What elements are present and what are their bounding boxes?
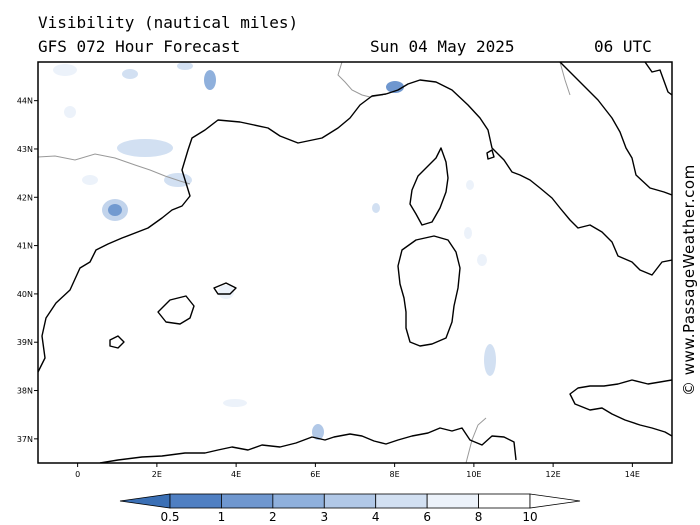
lon-tick-label: 10E xyxy=(466,470,481,479)
visibility-shading xyxy=(53,62,496,440)
lon-tick-label: 0 xyxy=(75,470,80,479)
visibility-patch xyxy=(484,344,496,376)
forecast-time: 06 UTC xyxy=(594,37,652,56)
colorbar-label: 1 xyxy=(218,510,226,524)
lat-tick-label: 37N xyxy=(17,435,33,444)
lat-tick-label: 38N xyxy=(17,387,33,396)
border-france-spain xyxy=(38,153,191,185)
islands xyxy=(109,147,495,349)
lon-tick-label: 12E xyxy=(546,470,561,479)
lat-tick-label: 42N xyxy=(17,193,33,202)
lon-tick-label: 4E xyxy=(231,470,241,479)
lon-tick-label: 8E xyxy=(390,470,400,479)
island-mallorca xyxy=(157,295,195,325)
colorbar-segment xyxy=(221,493,274,509)
colorbar-segment xyxy=(323,493,377,509)
island-menorca xyxy=(213,282,237,295)
visibility-patch xyxy=(372,203,380,213)
colorbar-label: 10 xyxy=(522,510,537,524)
visibility-patch xyxy=(102,199,128,221)
island-elba xyxy=(486,149,495,160)
colorbar-label: 0.5 xyxy=(160,510,179,524)
latitude-axis: 44N 43N 42N 41N 40N 39N 38N 37N xyxy=(17,97,38,444)
colorbar-label: 4 xyxy=(372,510,380,524)
lat-tick-label: 39N xyxy=(17,338,33,347)
visibility-patch xyxy=(386,81,404,93)
coastlines xyxy=(38,62,672,463)
visibility-patch xyxy=(466,180,474,190)
visibility-patch xyxy=(122,69,138,79)
country-borders xyxy=(38,62,571,463)
lat-tick-label: 40N xyxy=(17,290,33,299)
colorbar-segment xyxy=(272,493,325,509)
lon-tick-label: 2E xyxy=(152,470,162,479)
coast-italy-east xyxy=(559,62,672,196)
colorbar-label: 8 xyxy=(475,510,483,524)
forecast-label: GFS 072 Hour Forecast xyxy=(38,37,241,56)
visibility-patch xyxy=(82,175,98,185)
colorbar-low-arrow xyxy=(119,493,171,509)
longitude-axis: 0 2E 4E 6E 8E 10E 12E 14E xyxy=(75,463,640,479)
coast-croatia xyxy=(644,62,672,96)
coast-north-africa xyxy=(99,427,517,463)
map-content xyxy=(38,62,672,463)
colorbar-label: 2 xyxy=(269,510,277,524)
visibility-patch xyxy=(204,70,216,90)
colorbar-segment xyxy=(426,493,479,509)
lon-tick-label: 14E xyxy=(625,470,640,479)
border-italy-swiss xyxy=(559,62,571,96)
visibility-patch xyxy=(117,139,173,157)
colorbar-segment xyxy=(375,493,428,509)
border-france-italy xyxy=(337,62,384,98)
colorbar-segment xyxy=(478,493,531,509)
map-frame xyxy=(37,61,673,464)
visibility-patch xyxy=(223,399,247,407)
island-sardinia xyxy=(397,235,461,347)
visibility-patch xyxy=(53,64,77,76)
visibility-patch xyxy=(477,254,487,266)
visibility-patch xyxy=(64,106,76,118)
border-algeria-tunisia xyxy=(465,417,487,463)
lon-tick-label: 6E xyxy=(310,470,320,479)
colorbar-segment xyxy=(169,493,222,509)
forecast-date: Sun 04 May 2025 xyxy=(370,37,515,56)
island-corsica xyxy=(409,147,449,226)
lat-tick-label: 43N xyxy=(17,145,33,154)
visibility-patch xyxy=(177,62,193,70)
visibility-patch xyxy=(464,227,472,239)
coast-spain-france xyxy=(38,93,387,373)
colorbar-label: 6 xyxy=(423,510,431,524)
lat-tick-label: 41N xyxy=(17,242,33,251)
colorbar-high-arrow xyxy=(529,493,581,509)
island-ibiza xyxy=(109,335,125,349)
lat-tick-label: 44N xyxy=(17,97,33,106)
visibility-patch xyxy=(218,285,234,299)
coast-sicily xyxy=(569,379,672,437)
coast-italy-west xyxy=(385,79,672,276)
colorbar-label: 3 xyxy=(320,510,328,524)
map-title: Visibility (nautical miles) xyxy=(38,13,299,32)
visibility-patch xyxy=(312,424,324,440)
visibility-colorbar: 0.5 1 2 3 4 6 8 10 xyxy=(119,493,581,524)
